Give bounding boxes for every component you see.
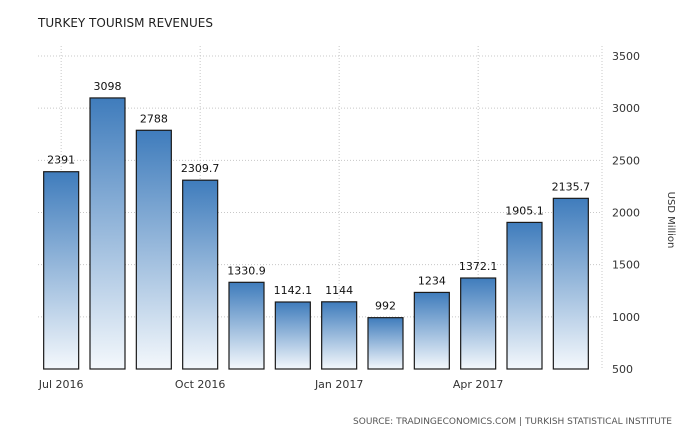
bar [43,171,80,370]
bar [274,301,311,370]
bar [182,179,219,370]
bar [506,221,543,370]
data-label: 3098 [94,80,122,93]
bar [367,317,404,370]
bar [460,277,497,370]
y-axis-ticks: 500 1000 1500 2000 2500 3000 3500 [612,50,640,376]
data-label: 1330.9 [227,264,266,277]
y-axis-label: USD Million [665,192,676,249]
bar [228,281,265,370]
x-tick-label: Jan 2017 [314,378,363,391]
x-tick-label: Jul 2016 [38,378,84,391]
bar [413,291,450,370]
data-label: 1234 [418,274,446,287]
source-note: SOURCE: TRADINGECONOMICS.COM | TURKISH S… [353,417,672,427]
bar [135,129,172,370]
y-tick-label: 2000 [612,207,640,220]
bar [89,97,126,370]
x-tick-label: Apr 2017 [453,378,504,391]
data-label: 1142.1 [274,284,313,297]
bar [552,197,589,370]
x-tick-label: Oct 2016 [175,378,226,391]
y-tick-label: 2500 [612,154,640,167]
data-label: 1372.1 [459,260,498,273]
grid-lines [38,46,603,369]
data-label: 1144 [325,284,353,297]
data-label: 992 [375,300,396,313]
data-label: 2309.7 [181,162,220,175]
y-tick-label: 1500 [612,259,640,272]
data-label: 2135.7 [552,180,591,193]
y-tick-label: 500 [612,363,633,376]
y-tick-label: 3500 [612,50,640,63]
bar [321,301,358,370]
value-labels: 2391 3098 2788 2309.7 1330.9 1142.1 1144 992 123… [47,80,590,313]
data-label: 2391 [47,154,75,167]
data-label: 2788 [140,112,168,125]
x-axis-ticks: Jul 2016 Oct 2016 Jan 2017 Apr 2017 [38,378,504,391]
y-tick-label: 3000 [612,102,640,115]
chart-title: TURKEY TOURISM REVENUES [37,16,213,30]
y-tick-label: 1000 [612,311,640,324]
bars [43,97,589,370]
data-label: 1905.1 [505,204,544,217]
